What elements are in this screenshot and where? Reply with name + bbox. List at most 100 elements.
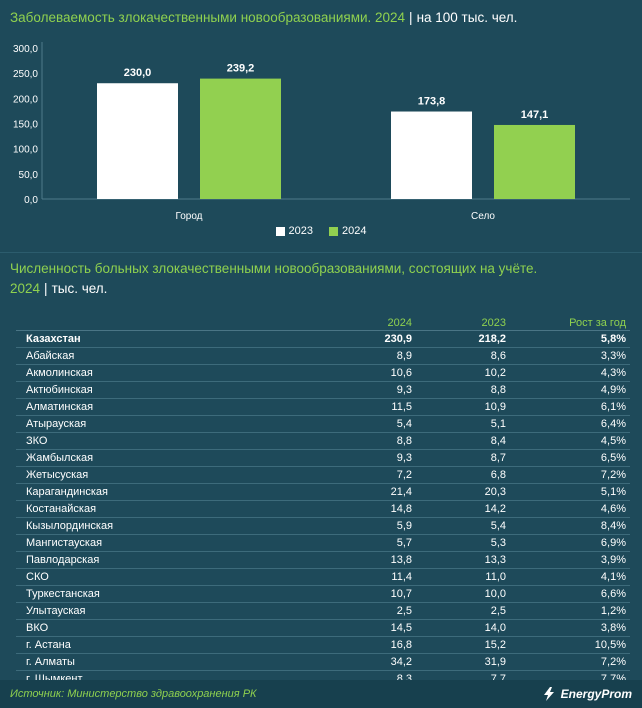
- cell-2023: 10,0: [416, 585, 510, 603]
- cell-region: СКО: [16, 568, 306, 586]
- cell-growth: 5,1%: [510, 483, 630, 501]
- lightning-icon: [543, 687, 554, 701]
- table-row: Туркестанская 10,7 10,0 6,6%: [16, 585, 630, 603]
- cell-growth: 7,2%: [510, 653, 630, 671]
- table-row-total: Казахстан 230,9 218,2 5,8%: [16, 330, 630, 348]
- cell-2024: 14,8: [306, 500, 416, 518]
- table-title-year: 2024: [10, 281, 41, 296]
- cell-growth: 8,4%: [510, 517, 630, 535]
- patients-table: 2024 2023 Рост за год Казахстан 230,9 21…: [16, 314, 630, 688]
- legend-swatch-2024: [329, 226, 338, 236]
- total-region: Казахстан: [16, 330, 306, 348]
- cell-region: Актюбинская: [16, 381, 306, 399]
- source-text: Источник: Министерство здравоохранения Р…: [10, 688, 257, 700]
- cell-region: Костанайская: [16, 500, 306, 518]
- total-growth: 5,8%: [510, 330, 630, 348]
- cell-region: Туркестанская: [16, 585, 306, 603]
- header-2023: 2023: [416, 314, 510, 331]
- table-row: Атырауская 5,4 5,1 6,4%: [16, 415, 630, 433]
- cell-2024: 8,9: [306, 347, 416, 365]
- cell-region: ВКО: [16, 619, 306, 637]
- header-2024: 2024: [306, 314, 416, 331]
- cell-2023: 14,0: [416, 619, 510, 637]
- cell-region: г. Астана: [16, 636, 306, 654]
- table-row: Жамбылская 9,3 8,7 6,5%: [16, 449, 630, 467]
- table-row: Алматинская 11,5 10,9 6,1%: [16, 398, 630, 416]
- cell-region: Мангистауская: [16, 534, 306, 552]
- y-tick-label: 200,0: [13, 94, 38, 105]
- table-row: г. Алматы 34,2 31,9 7,2%: [16, 653, 630, 671]
- chart-title-bar: Заболеваемость злокачественными новообра…: [0, 0, 642, 34]
- cell-2024: 10,7: [306, 585, 416, 603]
- data-label: 230,0: [124, 67, 152, 79]
- cell-2024: 2,5: [306, 602, 416, 620]
- cell-2023: 15,2: [416, 636, 510, 654]
- cell-2023: 11,0: [416, 568, 510, 586]
- cell-2024: 9,3: [306, 381, 416, 399]
- cell-region: Акмолинская: [16, 364, 306, 382]
- table-title-unit: тыс. чел.: [51, 281, 108, 296]
- total-2024: 230,9: [306, 330, 416, 348]
- cell-2023: 8,6: [416, 347, 510, 365]
- chart-title: Заболеваемость злокачественными новообра…: [10, 9, 406, 25]
- cell-growth: 10,5%: [510, 636, 630, 654]
- table-row: Улытауская 2,5 2,5 1,2%: [16, 602, 630, 620]
- cell-2023: 8,7: [416, 449, 510, 467]
- table-row: Костанайская 14,8 14,2 4,6%: [16, 500, 630, 518]
- cell-growth: 1,2%: [510, 602, 630, 620]
- bar-chart: 0,0 50,0 100,0 150,0 200,0 250,0 300,0 230,0 239…: [13, 42, 630, 222]
- table-row: ЗКО 8,8 8,4 4,5%: [16, 432, 630, 450]
- table-row: г. Астана 16,8 15,2 10,5%: [16, 636, 630, 654]
- data-label: 147,1: [521, 109, 549, 121]
- energyprom-logo: EnergyProm: [541, 687, 632, 701]
- cell-2024: 9,3: [306, 449, 416, 467]
- cell-growth: 4,3%: [510, 364, 630, 382]
- table-row: Павлодарская 13,8 13,3 3,9%: [16, 551, 630, 569]
- y-tick-label: 300,0: [13, 44, 38, 55]
- cell-2024: 5,9: [306, 517, 416, 535]
- cell-region: Алматинская: [16, 398, 306, 416]
- table-row: Мангистауская 5,7 5,3 6,9%: [16, 534, 630, 552]
- table-header-row: 2024 2023 Рост за год: [16, 314, 630, 331]
- logo-text: EnergyProm: [560, 687, 632, 701]
- table-title-text: Численность больных злокачественными нов…: [10, 261, 538, 276]
- cell-growth: 4,9%: [510, 381, 630, 399]
- cell-2023: 13,3: [416, 551, 510, 569]
- legend-label-2024: 2024: [342, 225, 367, 237]
- cell-growth: 3,9%: [510, 551, 630, 569]
- total-2023: 218,2: [416, 330, 510, 348]
- cell-region: Жамбылская: [16, 449, 306, 467]
- cell-2023: 6,8: [416, 466, 510, 484]
- table-row: Кызылординская 5,9 5,4 8,4%: [16, 517, 630, 535]
- cell-growth: 4,6%: [510, 500, 630, 518]
- cell-region: Жетысуская: [16, 466, 306, 484]
- legend-label-2023: 2023: [288, 225, 313, 237]
- cell-region: Павлодарская: [16, 551, 306, 569]
- cell-2024: 7,2: [306, 466, 416, 484]
- chart-legend: 2023 2024: [0, 225, 642, 237]
- y-tick-label: 0,0: [24, 195, 38, 206]
- cell-region: Улытауская: [16, 602, 306, 620]
- cell-2023: 8,8: [416, 381, 510, 399]
- y-tick-label: 50,0: [19, 170, 39, 181]
- y-tick-label: 250,0: [13, 69, 38, 80]
- x-tick-label: Село: [471, 211, 495, 222]
- cell-2024: 5,7: [306, 534, 416, 552]
- chart-unit: на 100 тыс. чел.: [416, 9, 518, 25]
- table-body: Казахстан 230,9 218,2 5,8% Абайская 8,9 8,…: [16, 330, 630, 688]
- table-row: СКО 11,4 11,0 4,1%: [16, 568, 630, 586]
- header-region: [16, 314, 306, 331]
- cell-growth: 7,2%: [510, 466, 630, 484]
- cell-2023: 20,3: [416, 483, 510, 501]
- data-label: 173,8: [418, 96, 446, 108]
- table-title: Численность больных злокачественными нов…: [10, 259, 630, 299]
- cell-2023: 2,5: [416, 602, 510, 620]
- title-separator: |: [409, 9, 413, 25]
- legend-swatch-2023: [275, 226, 285, 236]
- table-row: Карагандинская 21,4 20,3 5,1%: [16, 483, 630, 501]
- cell-2024: 5,4: [306, 415, 416, 433]
- bar-2024-0: [200, 78, 281, 199]
- cell-2023: 31,9: [416, 653, 510, 671]
- y-tick-label: 100,0: [13, 145, 38, 156]
- cell-2024: 11,4: [306, 568, 416, 586]
